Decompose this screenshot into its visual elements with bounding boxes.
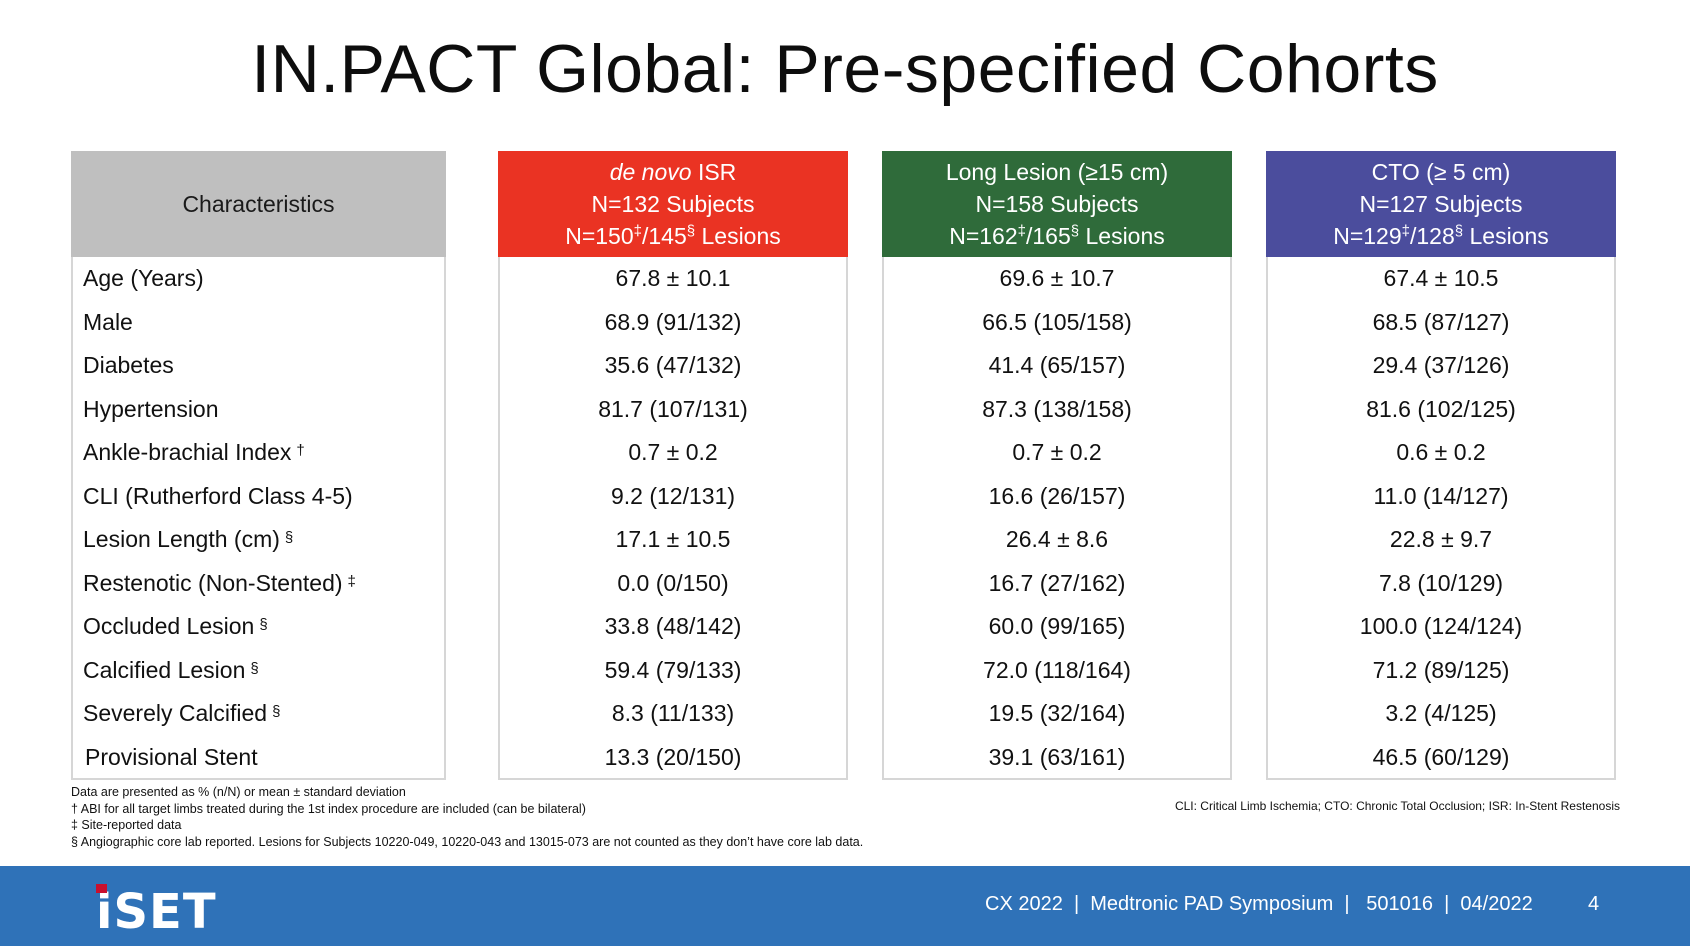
footnote: Data are presented as % (n/N) or mean ± …	[71, 785, 406, 799]
logo-accent-icon	[96, 884, 107, 893]
table-cell: 67.4 ± 10.5	[1383, 265, 1499, 292]
long-lesion-subjects: N=158 Subjects	[975, 191, 1139, 217]
row-label: Restenotic (Non-Stented) ‡	[83, 569, 356, 596]
table-cell: 3.2 (4/125)	[1385, 700, 1497, 727]
footnote-symbol: §	[272, 703, 281, 721]
cto-title: CTO (≥ 5 cm)	[1371, 159, 1511, 185]
footnote: § Angiographic core lab reported. Lesion…	[71, 834, 864, 849]
table-cell: 71.2 (89/125)	[1372, 656, 1510, 683]
row-label: Provisional Stent	[85, 743, 258, 770]
table-cell: 87.3 (138/158)	[982, 395, 1132, 422]
denovo-isr-subjects: N=132 Subjects	[591, 191, 755, 217]
iset-logo: iSET	[96, 884, 217, 940]
table-cell: 11.0 (14/127)	[1373, 482, 1509, 509]
footnote: † ABI for all target limbs treated durin…	[71, 801, 586, 816]
table-cell: 16.6 (26/157)	[988, 482, 1126, 509]
row-label: Male	[83, 308, 133, 335]
long-lesion-header: Long Lesion (≥15 cm) N=158 Subjects N=16…	[882, 151, 1232, 257]
footer-text: CX 2022 | Medtronic PAD Symposium | 5010…	[985, 893, 1533, 915]
table-cell: 26.4 ± 8.6	[1005, 526, 1109, 553]
denovo-isr-title: de novo ISR	[609, 159, 737, 185]
abbreviations: CLI: Critical Limb Ischemia; CTO: Chroni…	[1174, 799, 1620, 813]
table-cell: 81.7 (107/131)	[598, 395, 748, 422]
table-cell: 8.3 (11/133)	[611, 700, 735, 727]
row-label: Lesion Length (cm) §	[83, 526, 294, 553]
table-cell: 68.9 (91/132)	[604, 308, 742, 335]
cto-header: CTO (≥ 5 cm) N=127 Subjects N=129‡/128§ …	[1266, 151, 1616, 257]
characteristics-rows: Age (Years) Male Diabetes Hypertension Ankle…	[73, 257, 444, 779]
characteristics-header-label: Characteristics	[182, 191, 335, 217]
denovo-isr-header: de novo ISR N=132 Subjects N=150‡/145§ L…	[498, 151, 848, 257]
footnote: ‡ Site-reported data	[71, 818, 182, 832]
long-lesion-lesions: N=162‡/165§ Lesions	[949, 222, 1165, 249]
denovo-isr-lesions: N=150‡/145§ Lesions	[565, 222, 781, 249]
table-cell: 39.1 (63/161)	[988, 743, 1126, 770]
row-label: Occluded Lesion §	[83, 613, 268, 640]
footer-bar: iSET CX 2022 | Medtronic PAD Symposium |…	[0, 866, 1690, 946]
denovo-isr-column: de novo ISR N=132 Subjects N=150‡/145§ L…	[498, 151, 848, 780]
table-cell: 19.5 (32/164)	[988, 700, 1126, 727]
page-number: 4	[1588, 893, 1600, 915]
characteristics-column: Characteristics Age (Years) Male Diabetes H…	[71, 151, 446, 780]
footnote-symbol: †	[296, 442, 305, 460]
table-cell: 69.6 ± 10.7	[999, 265, 1115, 292]
table-cell: 35.6 (47/132)	[604, 352, 742, 379]
table-cell: 41.4 (65/157)	[988, 352, 1126, 379]
table-cell: 72.0 (118/164)	[983, 656, 1131, 683]
table-cell: 68.5 (87/127)	[1372, 308, 1510, 335]
table-cell: 60.0 (99/165)	[988, 613, 1126, 640]
table-cell: 67.8 ± 10.1	[615, 265, 731, 292]
cto-column: CTO (≥ 5 cm) N=127 Subjects N=129‡/128§ …	[1266, 151, 1616, 780]
long-lesion-rows: 69.6 ± 10.7 66.5 (105/158) 41.4 (65/157) 87…	[884, 257, 1230, 779]
slide-title: IN.PACT Global: Pre-specified Cohorts	[251, 31, 1439, 107]
table-cell: 0.6 ± 0.2	[1396, 439, 1486, 466]
cto-subjects: N=127 Subjects	[1359, 191, 1523, 217]
table-cell: 22.8 ± 9.7	[1389, 526, 1493, 553]
table-cell: 0.7 ± 0.2	[1012, 439, 1102, 466]
row-label: CLI (Rutherford Class 4-5)	[83, 482, 353, 509]
table-cell: 13.3 (20/150)	[604, 743, 742, 770]
table-cell: 0.7 ± 0.2	[628, 439, 718, 466]
characteristics-header: Characteristics	[71, 151, 446, 257]
denovo-isr-rows: 67.8 ± 10.1 68.9 (91/132) 35.6 (47/132) 81.…	[500, 257, 846, 779]
row-label: Age (Years)	[83, 265, 204, 292]
row-label: Hypertension	[83, 395, 219, 422]
footnote-symbol: §	[284, 529, 294, 547]
cto-rows: 67.4 ± 10.5 68.5 (87/127) 29.4 (37/126) 81.…	[1268, 257, 1614, 779]
footnote-symbol: ‡	[347, 572, 356, 590]
footnote-symbol: §	[250, 659, 259, 677]
footnotes: Data are presented as % (n/N) or mean ± …	[71, 784, 863, 850]
table-cell: 66.5 (105/158)	[982, 308, 1132, 335]
table-cell: 100.0 (124/124)	[1359, 613, 1523, 640]
table-cell: 81.6 (102/125)	[1366, 395, 1516, 422]
table-cell: 17.1 ± 10.5	[615, 526, 731, 553]
cto-lesions: N=129‡/128§ Lesions	[1333, 222, 1549, 249]
table-cell: 46.5 (60/129)	[1372, 743, 1510, 770]
table-cell: 33.8 (48/142)	[604, 613, 742, 640]
row-label: Severely Calcified §	[83, 700, 281, 727]
table-cell: 7.8 (10/129)	[1378, 569, 1504, 596]
footnote-symbol: §	[259, 616, 268, 634]
row-label: Ankle-brachial Index †	[83, 439, 305, 466]
table-cell: 9.2 (12/131)	[610, 482, 736, 509]
table-cell: 59.4 (79/133)	[604, 656, 742, 683]
row-label: Calcified Lesion §	[83, 656, 259, 683]
long-lesion-title: Long Lesion (≥15 cm)	[945, 159, 1169, 185]
table-cell: 0.0 (0/150)	[617, 569, 729, 596]
table-cell: 29.4 (37/126)	[1372, 352, 1510, 379]
row-label: Diabetes	[83, 352, 174, 379]
long-lesion-column: Long Lesion (≥15 cm) N=158 Subjects N=16…	[882, 151, 1232, 780]
table-cell: 16.7 (27/162)	[988, 569, 1126, 596]
